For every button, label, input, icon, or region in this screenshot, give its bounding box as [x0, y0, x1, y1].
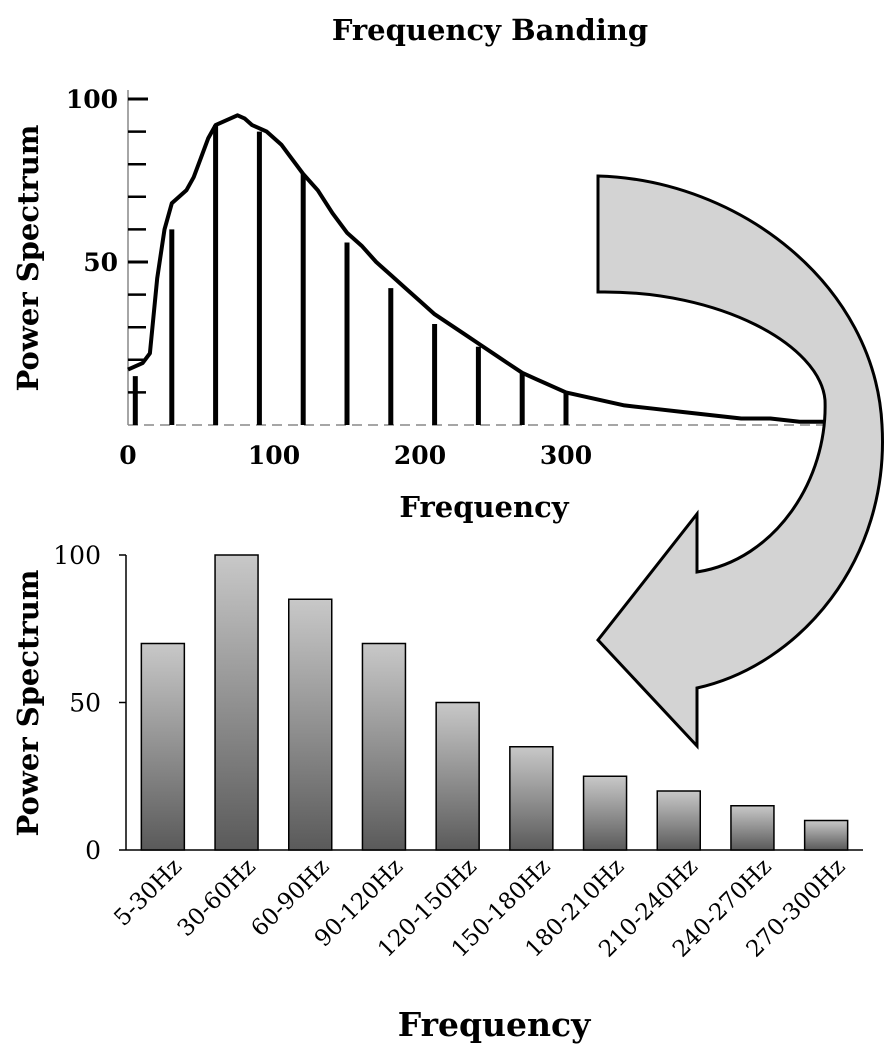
bar: [582, 775, 628, 851]
top-y-tick-label: 50: [83, 248, 118, 277]
bar: [214, 554, 259, 851]
top-x-tick-label: 200: [394, 441, 446, 470]
bar: [730, 805, 775, 851]
top-tick-labels: 0 100 200 300 50 100: [66, 85, 592, 470]
bottom-bars: [140, 554, 849, 851]
top-y-tick-label: 100: [66, 85, 118, 114]
bottom-x-tick-label: 30-60Hz: [173, 854, 261, 942]
bottom-y-axis-label: Power Spectrum: [11, 569, 45, 836]
bar: [509, 746, 554, 851]
bottom-y-tick-labels: 0 50 100: [53, 541, 126, 865]
top-chart: 0 100 200 300 50 100 Frequency Power Spectrum: [11, 85, 865, 524]
top-x-tick-label: 300: [540, 441, 592, 470]
top-y-axis-label: Power Spectrum: [11, 124, 45, 391]
top-sample-lines: [132, 125, 569, 425]
top-x-tick-label: 100: [248, 441, 300, 470]
bar: [288, 598, 333, 851]
top-x-tick-label: 0: [119, 441, 136, 470]
bar: [361, 642, 407, 851]
bottom-y-tick-label: 50: [69, 689, 101, 718]
figure-title: Frequency Banding: [332, 13, 648, 47]
bottom-y-tick-label: 100: [53, 541, 101, 570]
top-x-axis-label: Frequency: [399, 490, 569, 524]
top-spectrum-curve: [127, 113, 829, 424]
bar: [435, 701, 480, 851]
bottom-x-tick-labels: 5-30Hz30-60Hz60-90Hz90-120Hz120-150Hz150…: [109, 854, 850, 963]
bar: [656, 790, 701, 851]
bar: [140, 642, 186, 851]
bar: [803, 819, 849, 851]
bottom-y-tick-label: 0: [85, 836, 101, 865]
bottom-x-axis-label: Frequency: [398, 1005, 591, 1044]
curved-arrow-shape: [596, 174, 884, 750]
